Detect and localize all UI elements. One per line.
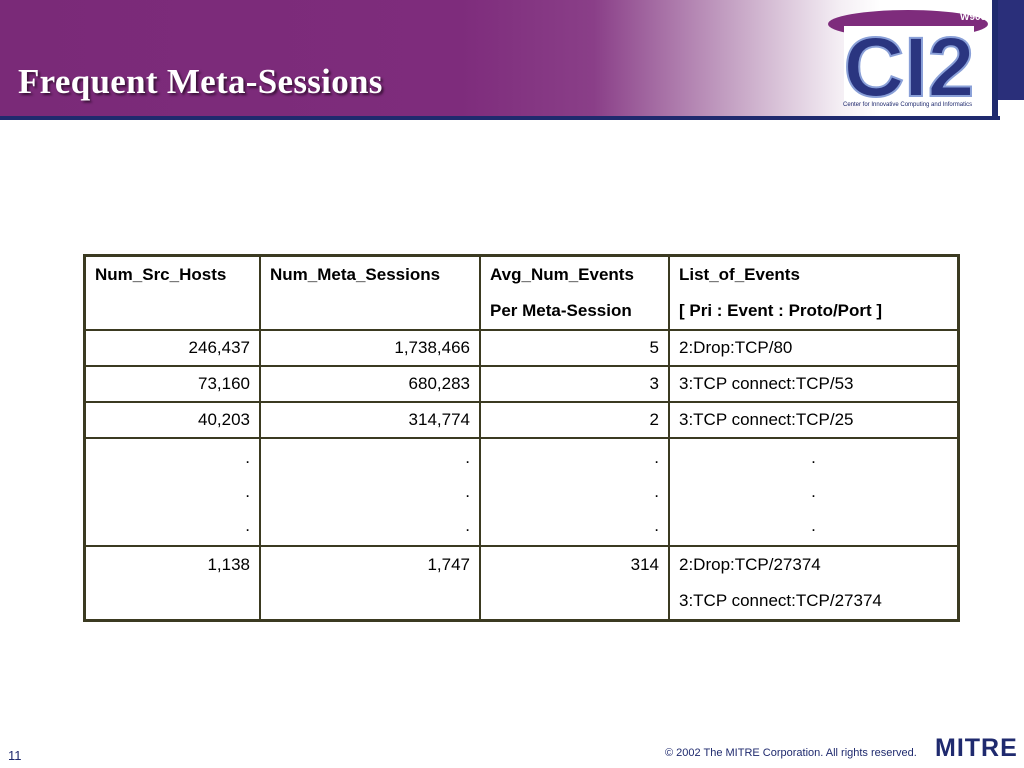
- ellipsis-cell: ...: [668, 437, 960, 547]
- cell-avg-events: 314: [479, 545, 670, 622]
- cell-avg-events: 3: [479, 365, 670, 403]
- meta-sessions-table: Num_Src_Hosts Num_Meta_Sessions Avg_Num_…: [83, 254, 960, 622]
- header-avg-num-events: Avg_Num_Events Per Meta-Session: [479, 254, 670, 331]
- ellipsis-cell: ...: [479, 437, 670, 547]
- mitre-logo: MITRE: [935, 734, 1018, 762]
- table-ellipsis-row: ... ... ... ...: [83, 437, 960, 547]
- header-list-of-events: List_of_Events[ Pri : Event : Proto/Port…: [668, 254, 960, 331]
- header-right-block: [998, 0, 1024, 100]
- cell-avg-events: 2: [479, 401, 670, 439]
- cell-meta-sessions: 1,738,466: [259, 329, 481, 367]
- logo-subtitle: Center for Innovative Computing and Info…: [843, 102, 973, 108]
- table-row: 1,138 1,747 314 2:Drop:TCP/27374 3:TCP co…: [83, 545, 960, 622]
- cell-src-hosts: 73,160: [83, 365, 261, 403]
- cell-events: 3:TCP connect:TCP/53: [668, 365, 960, 403]
- slide-title: Frequent Meta-Sessions: [18, 62, 383, 101]
- cell-src-hosts: 1,138: [83, 545, 261, 622]
- table-row: 73,160 680,283 3 3:TCP connect:TCP/53: [83, 365, 960, 403]
- header-divider: [0, 116, 1000, 120]
- cell-avg-events: 5: [479, 329, 670, 367]
- cell-src-hosts: 40,203: [83, 401, 261, 439]
- cell-events: 2:Drop:TCP/80: [668, 329, 960, 367]
- logo-main-text: CI2: [844, 20, 975, 114]
- cell-meta-sessions: 314,774: [259, 401, 481, 439]
- cell-meta-sessions: 680,283: [259, 365, 481, 403]
- table-row: 246,437 1,738,466 5 2:Drop:TCP/80: [83, 329, 960, 367]
- ci2-logo: CI2: [828, 10, 988, 114]
- cell-meta-sessions: 1,747: [259, 545, 481, 622]
- cell-events: 2:Drop:TCP/27374 3:TCP connect:TCP/27374: [668, 545, 960, 622]
- ellipsis-cell: ...: [259, 437, 481, 547]
- header-num-src-hosts: Num_Src_Hosts: [83, 254, 261, 331]
- table-row: 40,203 314,774 2 3:TCP connect:TCP/25: [83, 401, 960, 439]
- ellipsis-cell: ...: [83, 437, 261, 547]
- cell-src-hosts: 246,437: [83, 329, 261, 367]
- table-header-row: Num_Src_Hosts Num_Meta_Sessions Avg_Num_…: [83, 254, 960, 331]
- logo-badge: W900: [960, 12, 987, 23]
- cell-events: 3:TCP connect:TCP/25: [668, 401, 960, 439]
- header-edge: [992, 0, 998, 120]
- header-num-meta-sessions: Num_Meta_Sessions: [259, 254, 481, 331]
- page-number: 11: [8, 748, 22, 763]
- copyright-notice: © 2002 The MITRE Corporation. All rights…: [665, 747, 917, 759]
